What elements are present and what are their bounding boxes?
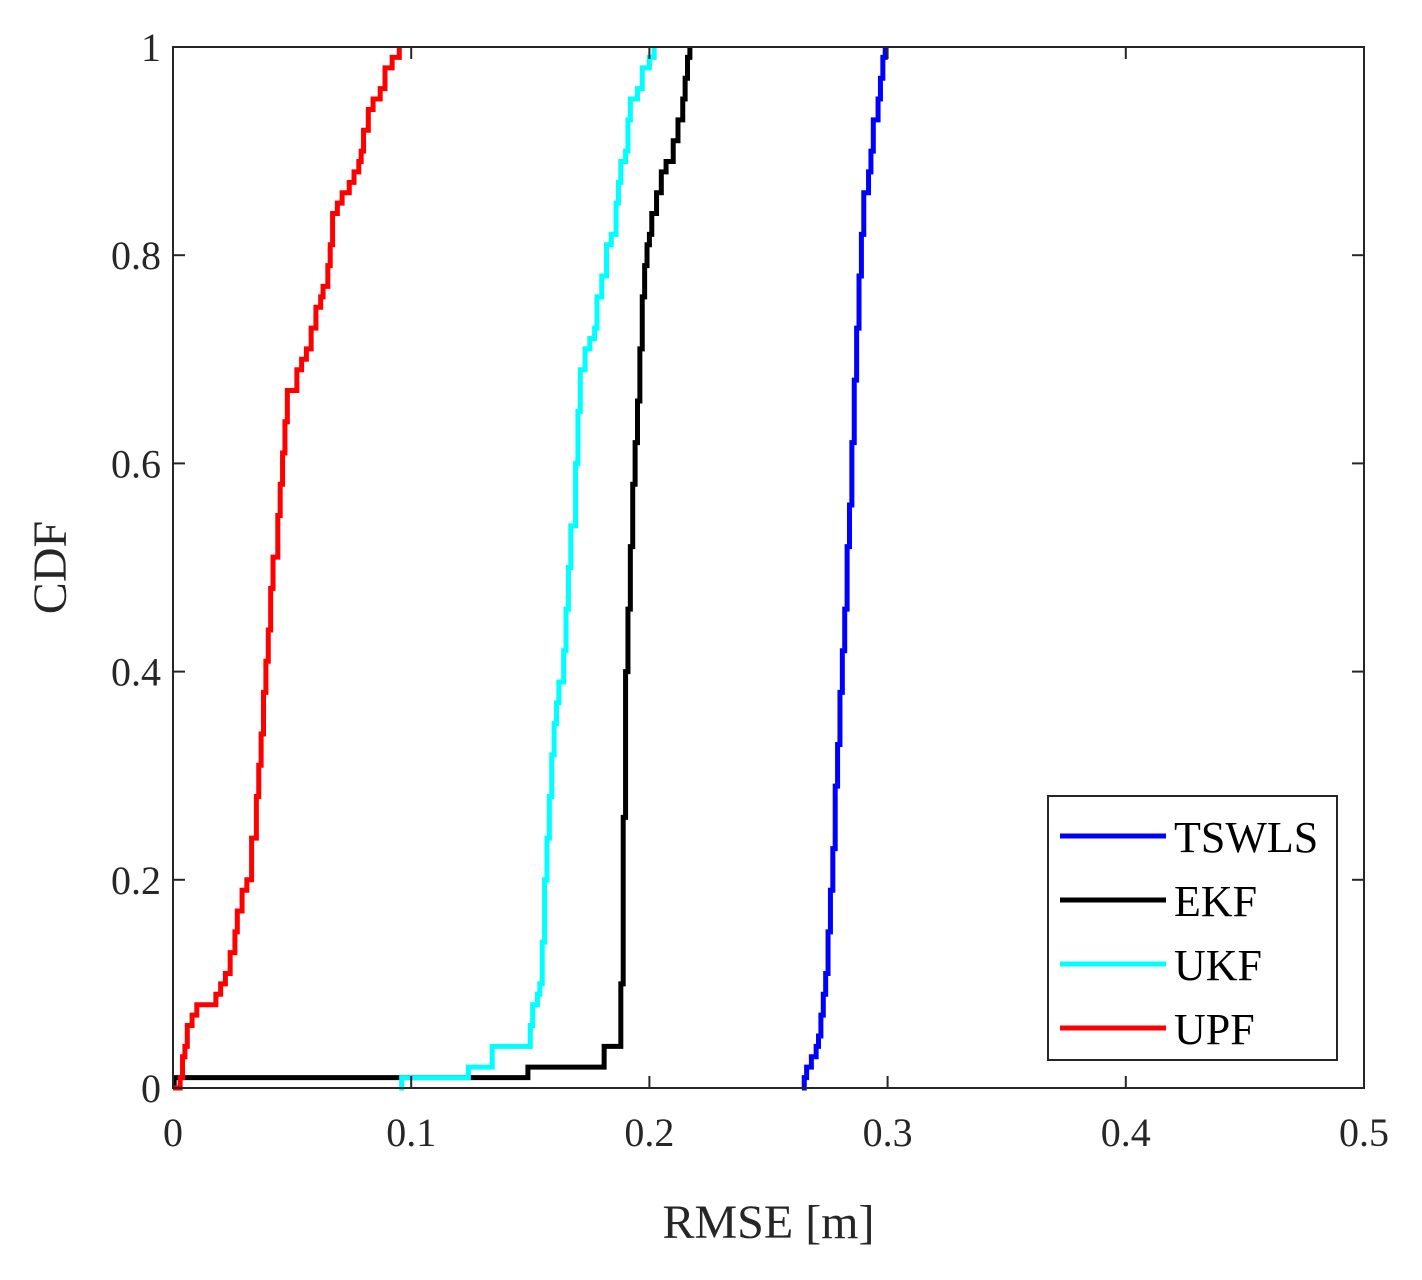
x-tick-label: 0 <box>163 1110 183 1155</box>
y-tick-label: 1 <box>141 25 161 70</box>
legend-label-ukf: UKF <box>1174 941 1262 990</box>
series-line-upf <box>173 47 402 1091</box>
x-axis-label: RMSE [m] <box>662 1196 874 1249</box>
axes-layer: 0 0.1 0.2 0.3 0.4 0.5 0 0.2 0.4 0.6 0.8 1 RMSE [m] CD… <box>24 25 1389 1249</box>
series-line-ukf <box>399 47 657 1091</box>
y-axis-label: CDF <box>24 521 77 614</box>
x-tick-label: 0.3 <box>863 1110 913 1155</box>
series-line-tswls <box>801 47 888 1091</box>
x-tick-label: 0.1 <box>386 1110 436 1155</box>
y-tick-label: 0 <box>141 1066 161 1111</box>
axes-box <box>172 46 1365 1089</box>
legend-label-upf: UPF <box>1174 1005 1255 1054</box>
series-layer <box>173 47 888 1091</box>
y-tick-label: 0.4 <box>111 650 161 695</box>
legend-box <box>1047 795 1338 1061</box>
legend-label-ekf: EKF <box>1174 877 1257 926</box>
legend: TSWLS EKF UKF UPF <box>1047 795 1338 1061</box>
y-tick-label: 0.8 <box>111 233 161 278</box>
x-tick-label: 0.2 <box>624 1110 674 1155</box>
y-tick-label: 0.6 <box>111 441 161 486</box>
x-tick-label: 0.4 <box>1101 1110 1151 1155</box>
legend-label-tswls: TSWLS <box>1174 813 1318 862</box>
series-line-ekf <box>173 47 693 1091</box>
y-tick-label: 0.2 <box>111 858 161 903</box>
x-tick-label: 0.5 <box>1339 1110 1389 1155</box>
